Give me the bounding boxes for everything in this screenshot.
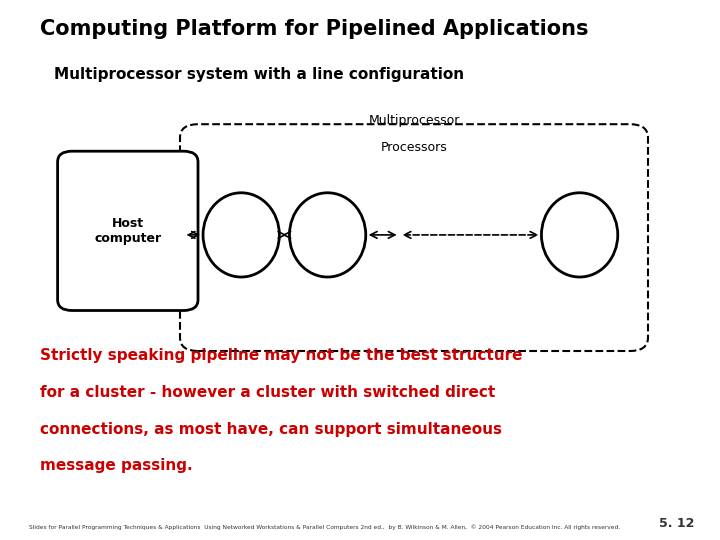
Ellipse shape (289, 193, 366, 277)
Text: for a cluster - however a cluster with switched direct: for a cluster - however a cluster with s… (40, 385, 495, 400)
Text: Host
computer: Host computer (94, 217, 161, 245)
Text: Strictly speaking pipeline may not be the best structure: Strictly speaking pipeline may not be th… (40, 348, 522, 363)
FancyBboxPatch shape (58, 151, 198, 310)
Text: message passing.: message passing. (40, 458, 192, 474)
Ellipse shape (541, 193, 618, 277)
Text: 5. 12: 5. 12 (660, 517, 695, 530)
Text: Processors: Processors (381, 141, 447, 154)
Text: Computing Platform for Pipelined Applications: Computing Platform for Pipelined Applica… (40, 19, 588, 39)
Ellipse shape (203, 193, 279, 277)
Text: connections, as most have, can support simultaneous: connections, as most have, can support s… (40, 422, 502, 437)
Text: Multiprocessor: Multiprocessor (369, 114, 459, 127)
Text: Multiprocessor system with a line configuration: Multiprocessor system with a line config… (54, 68, 464, 83)
Text: Slides for Parallel Programming Techniques & Applications  Using Networked Works: Slides for Parallel Programming Techniqu… (29, 525, 620, 530)
